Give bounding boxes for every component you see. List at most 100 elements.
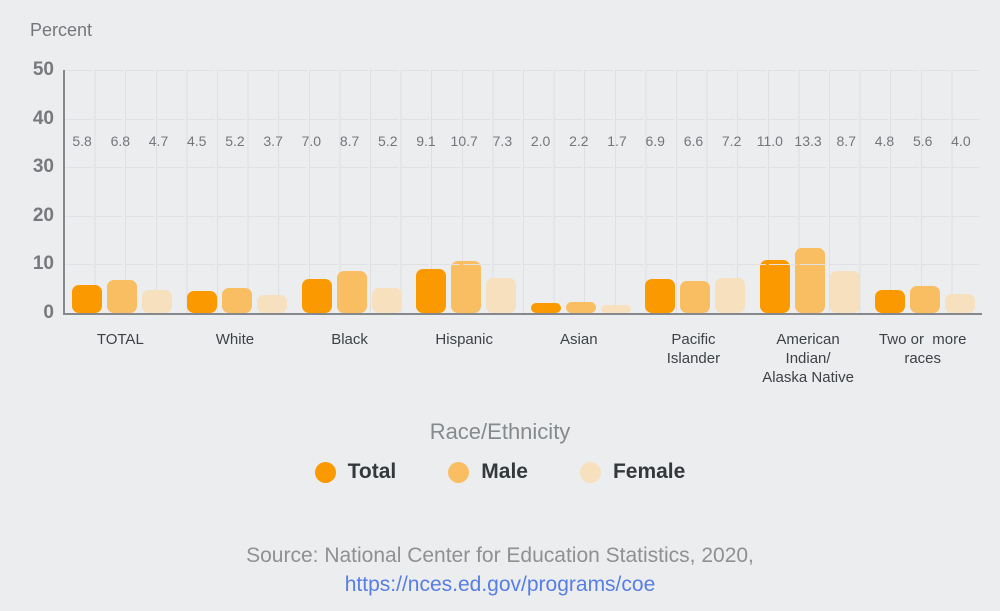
legend-item-female: Female xyxy=(579,460,686,484)
value-label: 6.9 xyxy=(645,133,665,149)
value-label: 7.3 xyxy=(492,133,513,149)
bar-male xyxy=(680,280,711,313)
bar-male xyxy=(795,248,826,313)
bar-group xyxy=(524,70,639,313)
gridline-30 xyxy=(65,167,982,169)
bar-female xyxy=(715,278,746,313)
plot-area xyxy=(63,70,982,315)
y-tick-50: 50 xyxy=(32,59,54,80)
bar-total xyxy=(760,259,791,313)
legend-label: Female xyxy=(612,460,686,483)
bar-group xyxy=(638,70,753,313)
bar-total xyxy=(874,289,905,313)
value-label: 4.5 xyxy=(186,133,207,149)
source-text: Source: National Center for Education St… xyxy=(246,544,754,567)
category-label: American Indian/ Alaska Native xyxy=(762,331,854,386)
legend-item-male: Male xyxy=(448,460,528,484)
value-label: 13.3 xyxy=(794,133,822,149)
bar-female xyxy=(256,295,287,313)
value-label: 4.7 xyxy=(148,133,169,149)
legend: Total Male Female xyxy=(0,460,1000,484)
legend-item-total: Total xyxy=(314,460,397,484)
value-label-group: 7.0 8.7 5.2 xyxy=(292,133,407,149)
value-label: 4.8 xyxy=(874,133,895,149)
category-label: Black xyxy=(331,331,368,348)
source-link[interactable]: https://nces.ed.gov/programs/coe xyxy=(344,573,656,596)
legend-label: Total xyxy=(347,460,397,483)
value-label: 5.2 xyxy=(225,133,245,149)
value-label: 1.7 xyxy=(607,133,627,149)
value-label-group: 5.8 6.8 4.7 xyxy=(63,133,178,149)
value-label: 2.2 xyxy=(569,133,589,149)
value-label: 5.6 xyxy=(912,133,933,149)
category-label: TOTAL xyxy=(96,331,144,348)
y-tick-30: 30 xyxy=(32,156,54,178)
y-tick-10: 10 xyxy=(32,253,54,275)
y-axis-ticks: 0 10 20 30 40 50 xyxy=(0,60,54,323)
bar-female xyxy=(600,304,631,313)
bar-male xyxy=(565,302,596,313)
bar-male xyxy=(909,285,940,313)
bar-group xyxy=(867,70,982,313)
bar-group xyxy=(409,70,524,313)
value-label-group: 9.1 10.7 7.3 xyxy=(407,133,522,149)
source-link-line: https://nces.ed.gov/programs/coe xyxy=(0,573,1000,597)
bar-groups xyxy=(65,70,982,313)
value-label-group: 11.0 13.3 8.7 xyxy=(751,133,866,149)
bar-female xyxy=(371,287,402,313)
bar-female xyxy=(944,293,975,313)
value-label: 9.1 xyxy=(416,133,436,149)
value-label: 11.0 xyxy=(756,133,783,149)
y-axis-title: Percent xyxy=(30,20,93,40)
value-label: 8.7 xyxy=(339,133,360,149)
bar-total xyxy=(530,303,561,313)
value-label: 4.0 xyxy=(951,133,971,149)
y-tick-40: 40 xyxy=(32,107,54,129)
bar-group xyxy=(65,70,180,313)
y-tick-20: 20 xyxy=(32,204,54,226)
legend-title: Race/Ethnicity xyxy=(429,419,571,444)
value-label: 6.8 xyxy=(110,133,131,149)
bar-group xyxy=(180,70,295,313)
bar-total xyxy=(416,268,447,313)
value-label: 5.2 xyxy=(378,133,398,149)
bar-total xyxy=(645,279,676,313)
bar-male xyxy=(451,261,482,313)
gridline-40 xyxy=(65,118,982,120)
bar-female xyxy=(486,277,517,313)
value-label: 7.2 xyxy=(721,133,742,149)
bar-group xyxy=(294,70,409,313)
value-label: 7.0 xyxy=(301,133,322,149)
gridline-10 xyxy=(65,264,982,266)
bar-total xyxy=(72,284,103,313)
category-label: Two or more races xyxy=(878,331,967,367)
legend-label: Male xyxy=(481,460,528,483)
y-tick-0: 0 xyxy=(43,302,54,323)
legend-swatch-icon xyxy=(448,461,470,483)
value-label: 6.6 xyxy=(683,133,704,149)
bar-total xyxy=(186,291,217,313)
value-label: 8.7 xyxy=(836,133,856,149)
gridline-20 xyxy=(65,215,982,217)
value-label-group: 6.9 6.6 7.2 xyxy=(636,133,751,149)
category-label: Hispanic xyxy=(435,331,493,348)
bar-female xyxy=(830,270,861,313)
value-label-group: 4.8 5.6 4.0 xyxy=(865,133,980,149)
value-label-group: 2.0 2.2 1.7 xyxy=(522,133,637,149)
bar-total xyxy=(301,278,332,313)
bar-male xyxy=(107,279,138,313)
x-axis-labels: TOTAL White Black Hispanic Asian Pacific Isla… xyxy=(63,330,980,387)
gridline-50 xyxy=(65,70,982,71)
bar-female xyxy=(142,290,173,313)
category-label: Asian xyxy=(560,331,598,348)
value-label: 3.7 xyxy=(263,133,283,149)
bar-group xyxy=(753,70,868,313)
category-label: White xyxy=(215,331,255,348)
value-labels-row: 5.8 6.8 4.7 4.5 5.2 3.7 7.0 8.7 5.2 9.1 10.7 7.3 2.0… xyxy=(63,133,980,149)
value-label: 2.0 xyxy=(530,133,551,149)
value-label-group: 4.5 5.2 3.7 xyxy=(178,133,293,149)
legend-swatch-icon xyxy=(579,461,601,483)
bar-male xyxy=(221,287,252,313)
bar-male xyxy=(336,270,367,313)
